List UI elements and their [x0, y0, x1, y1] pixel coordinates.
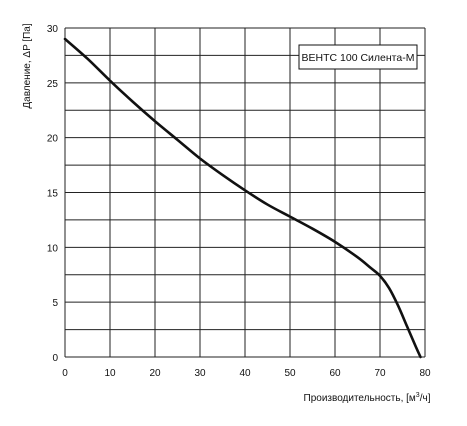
- grid: [64, 27, 426, 358]
- y-tick-label-0: 0: [52, 353, 58, 364]
- y-tick-label-1: 5: [52, 298, 58, 309]
- y-tick-label-4: 20: [47, 134, 59, 145]
- x-axis-ticks: 0 10 20 30 40 50 60 70 80: [62, 368, 431, 379]
- legend: ВЕНТС 100 Силента-М: [298, 44, 418, 70]
- y-tick-label-3: 15: [47, 189, 59, 200]
- x-axis-title-main: Производительность, [м: [304, 393, 416, 404]
- y-tick-label-2: 10: [47, 243, 59, 254]
- x-axis-title-tail: /ч]: [420, 393, 431, 404]
- y-tick-label-6: 30: [47, 24, 59, 35]
- legend-box: [298, 44, 418, 70]
- y-axis-title: Давление, ΔP [Па]: [22, 23, 33, 109]
- x-tick-label-4: 40: [239, 368, 251, 379]
- x-tick-label-3: 30: [194, 368, 206, 379]
- x-axis-title: Производительность, [м3/ч]: [304, 392, 431, 404]
- y-tick-label-5: 25: [47, 79, 59, 90]
- x-tick-label-7: 70: [374, 368, 386, 379]
- legend-entry: ВЕНТС 100 Силента-М: [302, 52, 415, 64]
- x-tick-label-1: 10: [104, 368, 116, 379]
- x-tick-label-6: 60: [329, 368, 341, 379]
- x-tick-label-5: 50: [284, 368, 296, 379]
- y-axis-ticks: 0 5 10 15 20 25 30: [47, 24, 59, 364]
- x-tick-label-0: 0: [62, 368, 68, 379]
- x-tick-label-8: 80: [419, 368, 431, 379]
- series-layer: [63, 37, 422, 359]
- series-line-0: [63, 37, 422, 359]
- x-axis-title-superscript: 3: [416, 392, 420, 399]
- x-tick-label-2: 20: [149, 368, 161, 379]
